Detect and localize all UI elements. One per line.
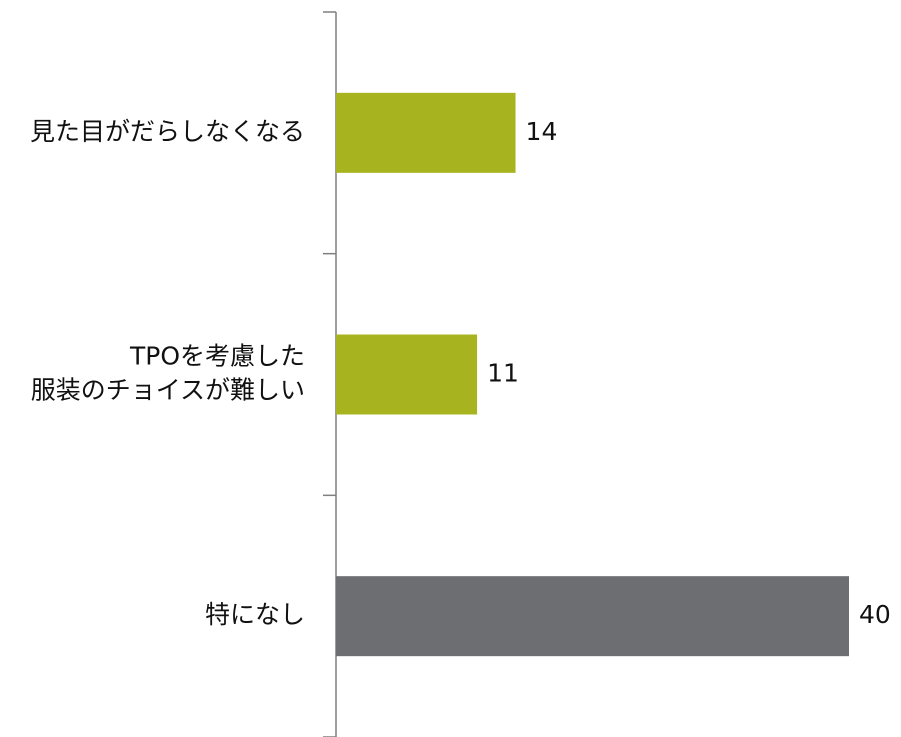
bar <box>336 576 849 657</box>
category-label: 見た目がだらしなくなる <box>30 117 305 146</box>
value-label: 14 <box>526 117 558 146</box>
bar <box>336 334 478 415</box>
value-label: 11 <box>487 359 519 388</box>
bar <box>336 92 516 173</box>
value-label: 40 <box>859 600 891 629</box>
category-label: 特になし <box>205 600 305 629</box>
category-label: TPOを考慮した服装のチョイスが難しい <box>31 342 305 405</box>
